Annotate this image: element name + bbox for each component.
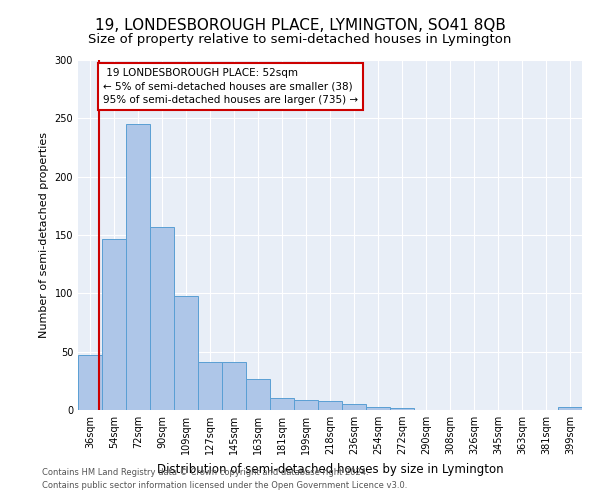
Bar <box>294 400 318 410</box>
Y-axis label: Number of semi-detached properties: Number of semi-detached properties <box>39 132 49 338</box>
Bar <box>246 378 270 410</box>
Bar <box>102 238 126 410</box>
Bar <box>342 404 366 410</box>
X-axis label: Distribution of semi-detached houses by size in Lymington: Distribution of semi-detached houses by … <box>157 462 503 475</box>
Bar <box>78 355 102 410</box>
Bar <box>558 406 582 410</box>
Bar <box>270 398 294 410</box>
Bar <box>390 408 414 410</box>
Bar <box>198 362 222 410</box>
Bar <box>126 124 150 410</box>
Bar <box>366 406 390 410</box>
Text: 19 LONDESBOROUGH PLACE: 52sqm
← 5% of semi-detached houses are smaller (38)
95% : 19 LONDESBOROUGH PLACE: 52sqm ← 5% of se… <box>103 68 358 104</box>
Bar <box>174 296 198 410</box>
Bar <box>222 362 246 410</box>
Bar <box>150 227 174 410</box>
Text: 19, LONDESBOROUGH PLACE, LYMINGTON, SO41 8QB: 19, LONDESBOROUGH PLACE, LYMINGTON, SO41… <box>95 18 505 32</box>
Text: Contains HM Land Registry data © Crown copyright and database right 2024.
Contai: Contains HM Land Registry data © Crown c… <box>42 468 407 489</box>
Bar <box>318 400 342 410</box>
Text: Size of property relative to semi-detached houses in Lymington: Size of property relative to semi-detach… <box>88 32 512 46</box>
